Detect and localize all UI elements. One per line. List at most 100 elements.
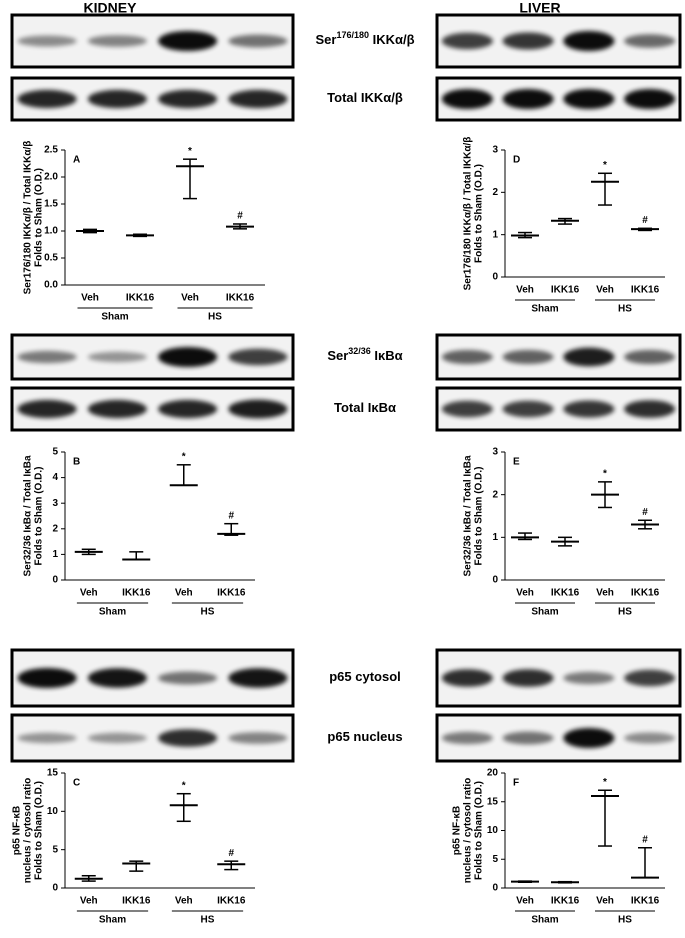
blot-band	[624, 34, 676, 48]
annotation: #	[228, 510, 234, 521]
y-tick-label: 1.0	[44, 226, 58, 237]
y-tick-label: 5	[492, 854, 498, 865]
group-label: Sham	[99, 915, 126, 926]
y-axis-label: Folds to Sham (O.D.)	[34, 467, 45, 566]
blot-label-rest: IKKα/β	[369, 32, 415, 47]
x-tick-label: IKK16	[122, 896, 151, 907]
blot-band	[158, 399, 218, 419]
annotation: *	[603, 777, 607, 788]
x-tick-label: Veh	[175, 896, 193, 907]
blot-label: p65 cytosol	[329, 669, 401, 684]
blot-band	[563, 671, 615, 685]
blot-band	[158, 89, 218, 109]
y-tick-label: 5	[52, 844, 58, 855]
blot-band	[441, 32, 493, 50]
blot-band	[441, 731, 493, 745]
x-tick-label: Veh	[596, 896, 614, 907]
y-tick-label: 2	[492, 187, 498, 198]
annotation: *	[188, 146, 192, 157]
blot-band	[17, 668, 77, 688]
annotation: #	[228, 848, 234, 859]
kidney-header: KIDNEY	[84, 0, 138, 16]
y-tick-label: 1.5	[44, 199, 58, 210]
blot-label-base: Total IκBα	[334, 400, 396, 415]
x-tick-label: Veh	[596, 285, 614, 296]
blot-label-sup: 176/180	[336, 30, 369, 40]
y-tick-label: 15	[47, 768, 59, 779]
annotation: *	[603, 160, 607, 171]
blot-band	[158, 671, 218, 685]
group-label: HS	[618, 607, 632, 618]
liver-header: LIVER	[519, 0, 560, 16]
y-axis-label: Folds to Sham (O.D.)	[474, 164, 485, 263]
blot-band	[87, 399, 147, 419]
blot-band	[17, 350, 77, 364]
y-axis-label: nucleus / cytosol ratio	[463, 778, 474, 884]
blot-band	[624, 732, 676, 744]
group-label: Sham	[531, 607, 558, 618]
blot-label-base: Ser	[315, 32, 336, 47]
y-axis-label: Ser32/36 IκBα / Total IκBa	[23, 455, 34, 576]
blot-band	[624, 89, 676, 109]
y-tick-label: 4	[52, 472, 58, 483]
group-label: Sham	[101, 312, 128, 323]
annotation: *	[182, 451, 186, 462]
x-tick-label: IKK16	[126, 293, 155, 304]
annotation: *	[603, 469, 607, 480]
blot-band	[228, 399, 288, 419]
x-tick-label: IKK16	[631, 285, 660, 296]
blot-band	[158, 31, 218, 51]
panel-letter: A	[73, 155, 80, 166]
y-tick-label: 15	[487, 796, 499, 807]
y-tick-label: 3	[52, 498, 58, 509]
blot-band	[228, 732, 288, 744]
group-label: HS	[208, 312, 222, 323]
blot-band	[624, 669, 676, 687]
panel-letter: D	[513, 155, 520, 166]
blot-band	[228, 34, 288, 48]
panel-letter: F	[513, 778, 519, 789]
blot-label: p65 nucleus	[327, 729, 402, 744]
y-tick-label: 2	[492, 489, 498, 500]
y-axis-label: Folds to Sham (O.D.)	[34, 781, 45, 880]
blot-band	[228, 348, 288, 366]
panel-letter: E	[513, 457, 520, 468]
y-axis-label: p65 NF-κB	[12, 806, 23, 855]
x-tick-label: IKK16	[551, 588, 580, 599]
annotation: #	[642, 834, 648, 845]
blot-label-base: p65 nucleus	[327, 729, 402, 744]
blot-band	[502, 350, 554, 364]
x-tick-label: IKK16	[631, 896, 660, 907]
blot-label: Total IKKα/β	[327, 90, 403, 105]
blot-band	[87, 732, 147, 744]
blot-band	[502, 731, 554, 745]
group-label: Sham	[531, 915, 558, 926]
x-tick-label: Veh	[80, 896, 98, 907]
y-axis-label: Folds to Sham (O.D.)	[474, 467, 485, 566]
blot-band	[87, 351, 147, 363]
annotation: *	[182, 780, 186, 791]
y-tick-label: 10	[47, 806, 59, 817]
x-tick-label: Veh	[516, 896, 534, 907]
blot-band	[158, 729, 218, 747]
blot-band	[563, 89, 615, 109]
x-tick-label: Veh	[80, 588, 98, 599]
y-tick-label: 1	[492, 229, 498, 240]
y-tick-label: 0.0	[44, 280, 58, 291]
y-tick-label: 2	[52, 523, 58, 534]
y-tick-label: 0	[492, 575, 498, 586]
x-tick-label: Veh	[516, 285, 534, 296]
group-label: HS	[201, 607, 215, 618]
group-label: HS	[618, 915, 632, 926]
x-tick-label: IKK16	[226, 293, 255, 304]
y-tick-label: 2.5	[44, 145, 58, 156]
blot-band	[502, 400, 554, 418]
x-tick-label: IKK16	[631, 588, 660, 599]
blot-label: Ser176/180 IKKα/β	[315, 30, 414, 47]
blot-band	[17, 35, 77, 47]
y-axis-label: Folds to Sham (O.D.)	[474, 781, 485, 880]
blot-band	[17, 732, 77, 744]
blot-band	[228, 668, 288, 688]
x-tick-label: Veh	[596, 588, 614, 599]
